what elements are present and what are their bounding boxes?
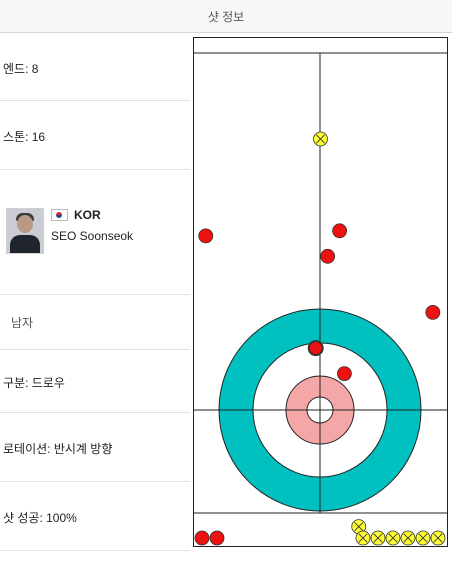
player-name: SEO Soonseok [51, 229, 134, 243]
red-stone-out [194, 530, 210, 546]
player-card: KOR SEO Soonseok [6, 208, 133, 254]
category-label: 구분: 드로우 [3, 376, 65, 390]
gender-label: 남자 [11, 316, 34, 330]
player-photo [6, 208, 44, 254]
yellow-stone-out-cross [388, 533, 398, 543]
stone-row: 스톤: 16 [0, 101, 190, 170]
yellow-stone-out-cross [358, 533, 368, 543]
red-stone [332, 223, 348, 239]
red-stone [336, 366, 352, 382]
gender-row: 남자 [0, 295, 190, 350]
curling-sheet [193, 37, 448, 547]
panel-title: 샷 정보 [207, 9, 245, 24]
end-label: 엔드: 8 [3, 62, 39, 76]
yellow-stone-cross [315, 134, 326, 144]
shot-info-list: 엔드: 8 스톤: 16 KOR SEO Soonseok 남자 구분: 드로우… [0, 33, 190, 551]
end-row: 엔드: 8 [0, 33, 190, 101]
yellow-stone-out-cross [373, 533, 383, 543]
red-stone-out [209, 530, 225, 546]
red-stone [307, 340, 324, 357]
yellow-stone-cross [354, 522, 364, 532]
stones-layer [194, 131, 446, 546]
rotation-row: 로테이션: 반시계 방향 [0, 413, 190, 482]
rotation-label: 로테이션: 반시계 방향 [3, 442, 113, 456]
player-row: KOR SEO Soonseok [0, 170, 190, 295]
korea-flag-icon [51, 209, 68, 221]
yellow-stone-out-cross [418, 533, 428, 543]
success-row: 샷 성공: 100% [0, 482, 190, 551]
success-label: 샷 성공: 100% [3, 511, 77, 525]
yellow-stone-out-cross [433, 533, 443, 543]
player-country: KOR [74, 208, 101, 222]
panel-header: 샷 정보 [0, 0, 452, 33]
red-stone [198, 228, 214, 244]
stone-label: 스톤: 16 [3, 130, 46, 144]
red-stone [425, 304, 441, 320]
red-stone [320, 248, 336, 264]
category-row: 구분: 드로우 [0, 350, 190, 413]
yellow-stone-out-cross [403, 533, 413, 543]
